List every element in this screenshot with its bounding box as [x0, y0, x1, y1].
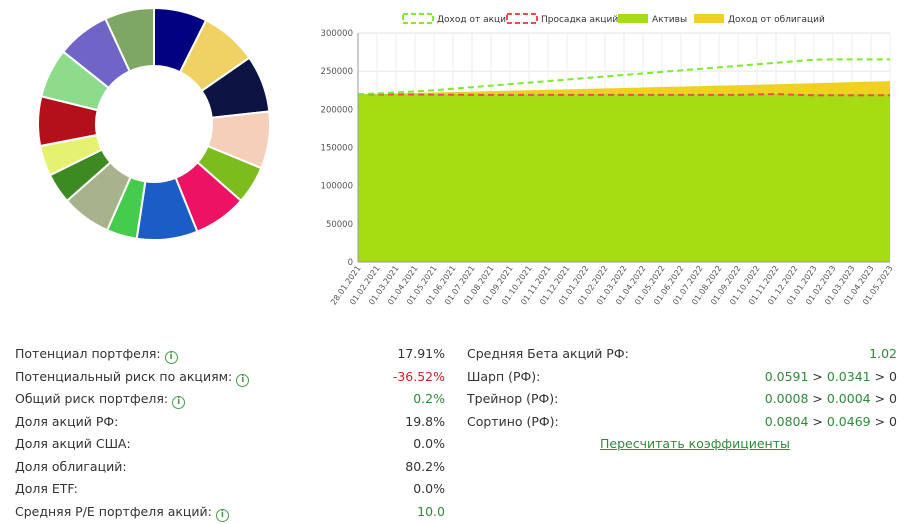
stat-row-potential: Потенциал портфеля: i 17.91% [15, 343, 445, 366]
stat-row-risk: Потенциальный риск по акциям: i -36.52% [15, 366, 445, 389]
portfolio-stats-right: Средняя Бета акций РФ: 1.02 Шарп (РФ): 0… [467, 343, 897, 433]
stat-row-beta: Средняя Бета акций РФ: 1.02 [467, 343, 897, 366]
series-area-assets [358, 94, 890, 262]
legend-item[interactable]: Доход от акций [402, 13, 512, 25]
stat-value: 0.0% [413, 481, 445, 496]
y-tick-label: 250000 [321, 67, 353, 77]
info-icon[interactable]: i [215, 508, 229, 522]
legend-label: Доход от акций [437, 15, 512, 25]
legend-label: Доход от облигаций [728, 15, 825, 25]
stat-row-total-risk: Общий риск портфеля: i 0.2% [15, 388, 445, 411]
stat-label: Доля ETF: [15, 481, 78, 496]
stat-label: Трейнор (РФ): [467, 391, 559, 406]
y-tick-label: 200000 [321, 105, 353, 115]
y-tick-label: 50000 [326, 220, 353, 230]
info-icon[interactable]: i [164, 351, 178, 364]
series-area-bond-income [358, 81, 890, 95]
info-icon[interactable]: i [172, 396, 186, 409]
donut-slice-14[interactable] [104, 6, 155, 73]
stat-label: Средняя P/E портфеля акций: [15, 503, 212, 519]
stat-row-bond-share: Доля облигаций: 80.2% [15, 456, 445, 479]
stat-value: 17.91% [397, 346, 445, 361]
stat-row-treynor: Трейнор (РФ): 0.0008 > 0.0004 > 0 [467, 388, 897, 411]
legend-swatch [402, 13, 434, 24]
stat-label: Доля акций РФ: [15, 413, 119, 429]
chart-legend: Доход от акций Просадка акций Активы Доход … [402, 13, 825, 25]
stat-label: Потенциал портфеля: [15, 346, 161, 361]
legend-item[interactable]: Доход от облигаций [694, 14, 825, 25]
stat-value: 0.2% [413, 391, 445, 406]
stat-row-pe: Средняя P/E портфеля акций: i 10.0 [15, 501, 445, 524]
portfolio-stats-left: Потенциал портфеля: i 17.91% Потенциальны… [15, 343, 445, 523]
stat-label: Средняя Бета акций РФ: [467, 346, 629, 361]
legend-swatch [694, 14, 724, 23]
legend-label: Активы [652, 15, 687, 25]
stat-value: 80.2% [405, 458, 445, 474]
stat-value: 0.0804 > 0.0469 > 0 [764, 413, 897, 429]
stat-value: 10.0 [417, 503, 445, 519]
stat-label: Шарп (РФ): [467, 368, 541, 384]
stat-value: -36.52% [392, 368, 445, 384]
stat-label: Общий риск портфеля: [15, 391, 169, 406]
legend-item[interactable]: Активы [618, 14, 687, 25]
stat-label: Сортино (РФ): [467, 413, 559, 429]
allocation-donut-chart [37, 6, 271, 241]
legend-swatch [506, 13, 538, 24]
y-tick-label: 150000 [321, 144, 353, 154]
stat-value: 0.0591 > 0.0341 > 0 [764, 368, 897, 384]
stat-value: 0.0008 > 0.0004 > 0 [764, 391, 897, 406]
y-tick-label: 100000 [321, 182, 353, 192]
stat-row-ru-share: Доля акций РФ: 19.8% [15, 411, 445, 434]
series-line-stock-income [357, 58, 890, 96]
y-tick-label: 300000 [321, 29, 353, 39]
series-line-stock-drawdown [357, 93, 890, 97]
legend-swatch [618, 14, 648, 23]
recalculate-coefficients-link[interactable]: Пересчитать коэффициенты [600, 436, 790, 451]
legend-item[interactable]: Просадка акций [506, 13, 618, 25]
stat-label: Доля облигаций: [15, 458, 127, 474]
stat-value: 0.0% [413, 436, 445, 451]
info-icon[interactable]: i [236, 373, 250, 387]
legend-label: Просадка акций [541, 15, 618, 25]
portfolio-forecast-chart: 05000010000015000020000025000030000028.0… [321, 13, 895, 307]
stat-label: Доля акций США: [15, 436, 131, 451]
stat-row-sharpe: Шарп (РФ): 0.0591 > 0.0341 > 0 [467, 366, 897, 389]
stat-row-etf-share: Доля ETF: 0.0% [15, 478, 445, 501]
stat-row-us-share: Доля акций США: 0.0% [15, 433, 445, 456]
y-tick-label: 0 [348, 258, 353, 268]
stat-value: 19.8% [405, 413, 445, 429]
stat-value: 1.02 [869, 346, 897, 361]
stat-row-sortino: Сортино (РФ): 0.0804 > 0.0469 > 0 [467, 411, 897, 434]
stat-label: Потенциальный риск по акциям: [15, 368, 233, 384]
